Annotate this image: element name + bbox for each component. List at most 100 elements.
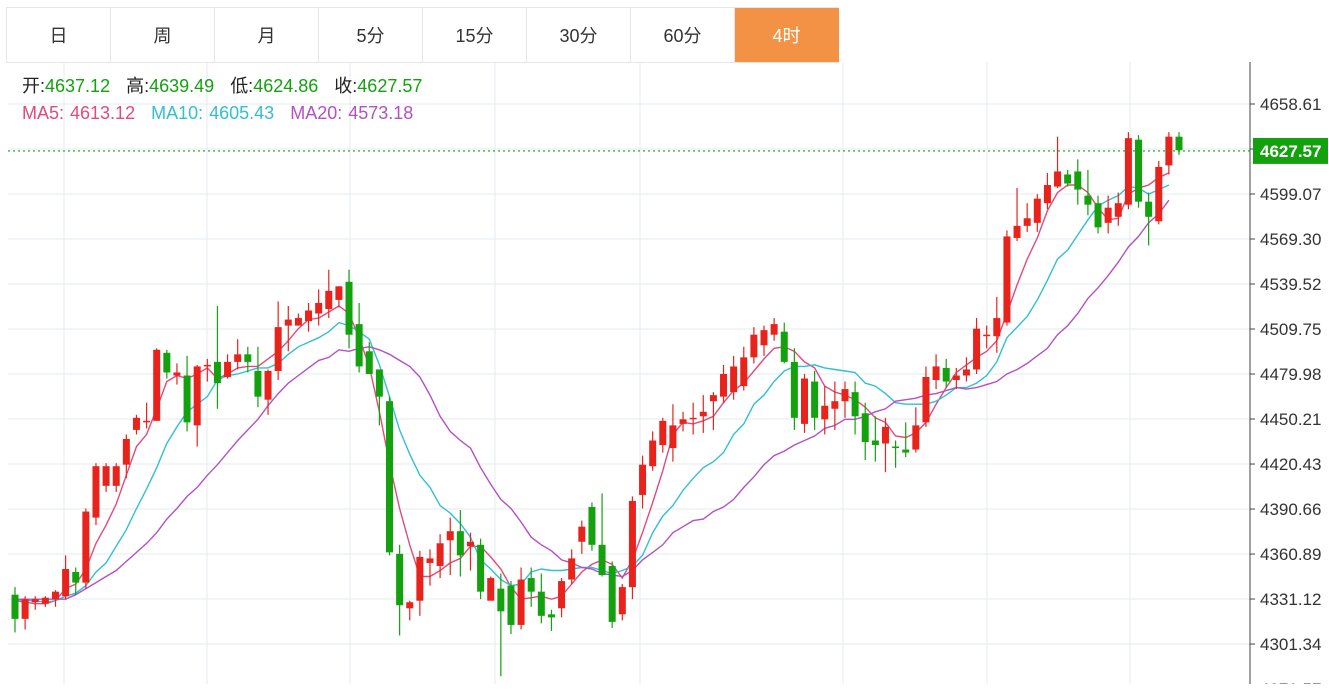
candle-body [446,531,454,541]
candle [790,348,798,430]
candle [466,532,474,571]
candle-body [821,405,829,420]
candle [355,302,363,373]
candle-body [1074,171,1082,190]
candle [699,395,707,433]
candle-body [497,588,505,612]
candle-body [325,290,333,309]
candle [720,364,728,403]
candle [1054,136,1062,189]
candle [82,508,90,589]
candle [62,555,70,600]
candle-body [1094,203,1102,228]
y-tick-label: 4450.21 [1260,410,1321,429]
candle [284,305,292,352]
tab-5min[interactable]: 5分 [319,8,423,62]
candle [871,416,879,462]
candle [588,502,596,551]
candle [294,313,302,326]
candle [92,463,100,526]
candle [1033,194,1041,232]
candle [881,417,889,473]
candle [932,354,940,390]
candle-body [871,440,879,446]
candle [213,305,221,409]
candle [1155,160,1163,225]
candle-body [1104,207,1112,223]
low-label: 低: [230,76,253,96]
candle [861,402,869,461]
close-value: 4627.57 [357,76,422,96]
tab-60min[interactable]: 60分 [631,8,735,62]
last-price-tag [1253,137,1328,164]
ma-readout: MA5: 4613.12 MA10: 4605.43 MA20: 4573.18 [22,103,413,123]
series-line-ma20 [15,199,1170,600]
candle [821,386,829,435]
candle-body [11,594,19,619]
candle-body [760,330,768,346]
series-line-ma10 [14,184,1170,603]
tab-week[interactable]: 周 [111,8,215,62]
candle [193,364,201,447]
candle-body [426,558,434,563]
tab-4hour[interactable]: 4时 [735,8,839,62]
tab-15min[interactable]: 15分 [423,8,527,62]
chart-area[interactable]: 4658.614628.844599.074569.304539.524509.… [0,62,1329,689]
candle [780,322,788,364]
candle [72,567,80,595]
candle-body [234,354,242,362]
candle [1165,132,1173,175]
candle-body [568,558,576,580]
candle [831,381,839,430]
candle [31,596,39,610]
candle [11,587,19,633]
candle [41,596,49,607]
candle [618,584,626,621]
candle-body [942,367,950,382]
candle-body [659,420,667,446]
candle [365,342,373,374]
candle [689,402,697,435]
candlestick-chart[interactable]: 4658.614628.844599.074569.304539.524509.… [0,62,1329,689]
close-label: 收: [334,76,357,96]
candle-body [1013,225,1021,238]
candle [952,367,960,390]
candle-body [466,541,474,547]
candle-body [922,377,930,423]
candle [315,289,323,326]
candle [983,325,991,349]
candle [224,354,232,379]
tab-30min[interactable]: 30分 [527,8,631,62]
y-tick-label: 4271.57 [1260,680,1321,684]
candle-body [244,354,252,362]
candle-body [679,419,687,424]
candle [1003,230,1011,326]
candle [841,381,849,418]
candle [51,590,59,607]
candle-body [436,543,444,566]
candle-body [254,370,262,397]
candle [325,269,333,319]
candle [628,496,636,600]
candle-body [21,599,29,619]
ma5-label: MA5: [22,103,64,123]
candle-body [608,565,616,622]
candle [396,544,404,636]
tab-month[interactable]: 月 [215,8,319,62]
candle [800,373,808,433]
candle [639,455,647,509]
candle-body [689,417,697,420]
candle-body [841,389,849,402]
candle-body [730,366,738,393]
tab-day[interactable]: 日 [7,8,111,62]
high-label: 高: [126,76,149,96]
candle [274,301,282,381]
timeframe-tabs: 日 周 月 5分 15分 30分 60分 4时 [6,7,839,63]
candle [659,417,667,453]
candle-body [335,286,343,300]
candle [730,355,738,400]
candle-body [740,357,748,387]
candle-body [345,281,353,335]
candle-body [720,373,728,397]
candle-body [1155,166,1163,222]
